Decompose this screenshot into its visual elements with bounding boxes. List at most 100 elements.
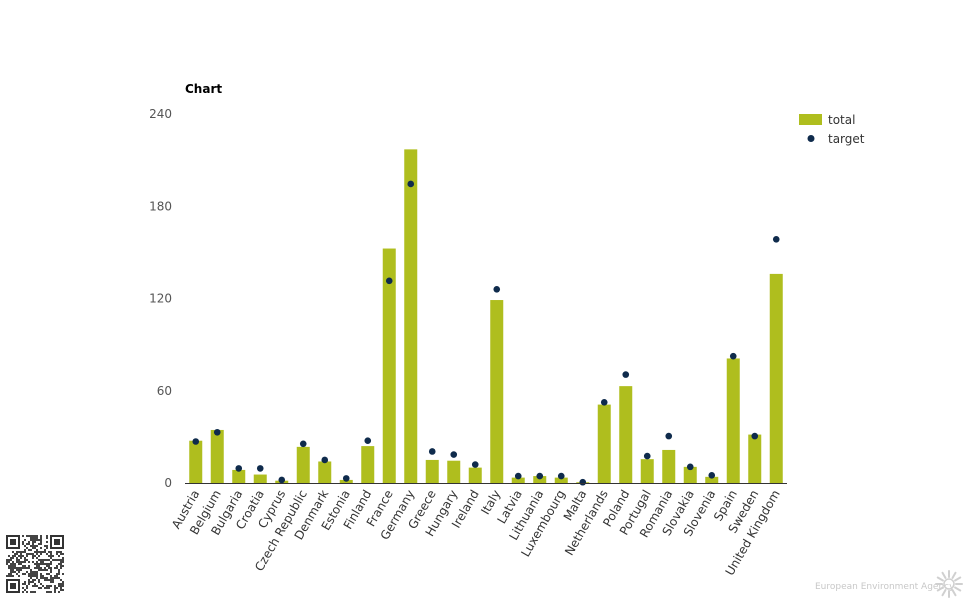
qr-module — [14, 555, 16, 557]
target-point[interactable] — [428, 448, 436, 455]
target-point[interactable] — [493, 285, 501, 293]
bar[interactable] — [425, 459, 439, 483]
bar[interactable] — [189, 440, 203, 483]
qr-module — [48, 573, 50, 575]
target-point[interactable] — [708, 472, 716, 479]
target-point[interactable] — [278, 476, 286, 484]
bar[interactable] — [468, 467, 482, 483]
qr-module — [32, 579, 34, 581]
target-point[interactable] — [579, 478, 587, 486]
target-point[interactable] — [643, 452, 651, 460]
qr-module — [56, 565, 58, 567]
bar[interactable] — [382, 248, 396, 483]
chart-title: Chart — [185, 82, 222, 96]
target-point[interactable] — [622, 371, 630, 378]
target-point[interactable] — [772, 236, 780, 243]
qr-module — [58, 569, 60, 571]
qr-module — [62, 581, 64, 583]
qr-module — [62, 585, 64, 587]
qr-module — [40, 535, 42, 537]
target-point[interactable] — [557, 472, 565, 480]
target-point[interactable] — [600, 398, 608, 406]
qr-module — [24, 545, 26, 547]
bar[interactable] — [533, 476, 547, 483]
qr-module — [60, 585, 62, 587]
qr-module — [40, 559, 42, 561]
qr-module — [38, 563, 40, 565]
bar[interactable] — [296, 446, 310, 483]
qr-module — [28, 573, 30, 575]
qr-module — [34, 537, 36, 539]
target-point[interactable] — [686, 463, 694, 471]
bar[interactable] — [361, 446, 375, 483]
qr-module — [54, 575, 56, 577]
qr-module — [12, 561, 14, 563]
target-point[interactable] — [751, 432, 759, 440]
bar[interactable] — [640, 459, 654, 483]
target-point[interactable] — [299, 440, 307, 448]
qr-module — [44, 563, 46, 565]
qr-module — [24, 589, 26, 591]
target-point[interactable] — [665, 432, 673, 440]
legend-total-label[interactable]: total — [828, 113, 855, 127]
qr-module — [12, 571, 14, 573]
bar[interactable] — [490, 300, 504, 483]
bar[interactable] — [683, 466, 697, 483]
bar[interactable] — [554, 477, 568, 483]
bar[interactable] — [253, 474, 267, 483]
target-point[interactable] — [213, 428, 221, 436]
target-point[interactable] — [729, 352, 737, 360]
legend-target-label[interactable]: target — [828, 132, 865, 146]
target-point[interactable] — [514, 472, 522, 480]
bar[interactable] — [769, 273, 783, 483]
qr-module — [46, 545, 48, 547]
legend-target-swatch[interactable] — [807, 135, 815, 142]
bar[interactable] — [619, 386, 633, 483]
bar[interactable] — [404, 149, 418, 484]
qr-module — [16, 553, 18, 555]
target-point[interactable] — [235, 465, 243, 472]
qr-module — [52, 559, 54, 561]
bar[interactable] — [597, 404, 611, 483]
qr-module — [16, 569, 18, 571]
qr-module — [58, 577, 60, 579]
bar[interactable] — [318, 461, 332, 483]
qr-module — [26, 567, 28, 569]
qr-module — [34, 567, 36, 569]
legend-total-swatch[interactable] — [799, 114, 822, 125]
qr-module — [22, 555, 24, 557]
target-point[interactable] — [471, 461, 479, 468]
target-point[interactable] — [450, 451, 458, 458]
qr-module — [38, 539, 40, 541]
bar[interactable] — [705, 476, 719, 483]
bar[interactable] — [511, 477, 525, 483]
bar[interactable] — [210, 429, 224, 483]
qr-module — [34, 555, 36, 557]
qr-module — [40, 573, 42, 575]
target-point[interactable] — [407, 180, 415, 188]
bar[interactable] — [232, 469, 246, 483]
qr-module — [10, 559, 12, 561]
target-point[interactable] — [342, 475, 350, 482]
qr-module — [50, 575, 52, 577]
qr-module — [60, 563, 62, 565]
qr-module — [32, 555, 34, 557]
target-point[interactable] — [536, 472, 544, 480]
bar[interactable] — [726, 358, 740, 483]
target-point[interactable] — [385, 277, 393, 285]
qr-module — [32, 561, 34, 563]
bar[interactable] — [662, 449, 676, 483]
qr-module — [48, 567, 50, 569]
qr-module — [10, 567, 12, 569]
qr-module — [14, 567, 16, 569]
qr-module — [36, 549, 38, 551]
target-point[interactable] — [256, 465, 264, 472]
target-point[interactable] — [364, 437, 372, 445]
bar[interactable] — [447, 460, 461, 483]
target-point[interactable] — [321, 456, 329, 464]
target-point[interactable] — [192, 438, 200, 445]
bar[interactable] — [748, 434, 762, 483]
qr-module — [48, 565, 50, 567]
qr-module — [36, 551, 38, 553]
qr-module — [46, 553, 48, 555]
